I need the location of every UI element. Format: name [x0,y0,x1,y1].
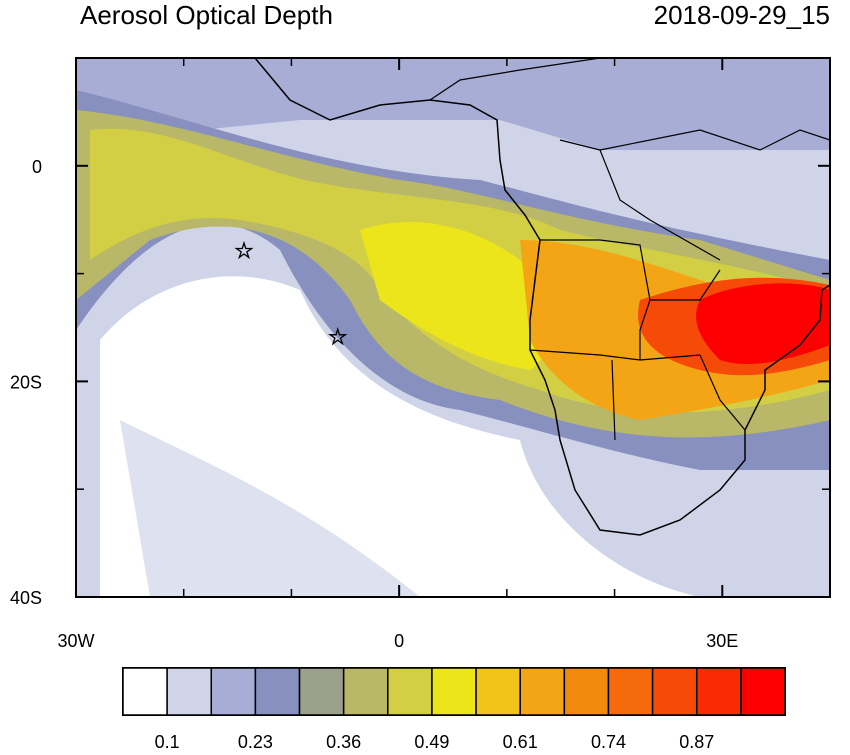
map-frame [75,57,831,598]
colorbar-box [254,667,301,716]
colorbar-box [122,667,168,716]
x-tick-label: 30W [57,631,94,651]
colorbar-box [475,667,521,716]
colorbar-label: 0.61 [503,732,538,750]
aerosol-field [76,58,830,597]
station-marker [328,327,348,346]
y-tick-label: 40S [10,588,42,608]
colorbar-label: 0.49 [414,732,449,750]
colorbar-box [519,667,566,716]
colorbar-label: 0.87 [679,732,714,750]
colorbar-box [651,667,698,716]
title: Aerosol Optical Depth [80,0,333,30]
colorbar-label: 0.36 [326,732,361,750]
colorbar-box [342,667,389,716]
colorbar-box [740,667,786,716]
station-marker [234,240,254,260]
colorbar-box [563,667,610,716]
x-tick-label: 30E [706,631,738,651]
colorbar-label: 0.23 [238,732,273,750]
colorbar-box [166,667,213,716]
y-tick-label: 0 [32,157,42,177]
colorbar-box [431,667,477,716]
colorbar-box [298,667,345,716]
colorbar-box [607,667,654,716]
colorbar-box [695,667,742,716]
x-tick-label: 0 [394,631,404,651]
colorbar-box [387,667,433,716]
colorbar-label: 0.74 [591,732,626,750]
colorbar-box [210,667,257,716]
colorbar-label: 0.1 [155,732,180,750]
timestamp: 2018-09-29_15 [654,0,830,30]
y-tick-label: 20S [10,372,42,392]
